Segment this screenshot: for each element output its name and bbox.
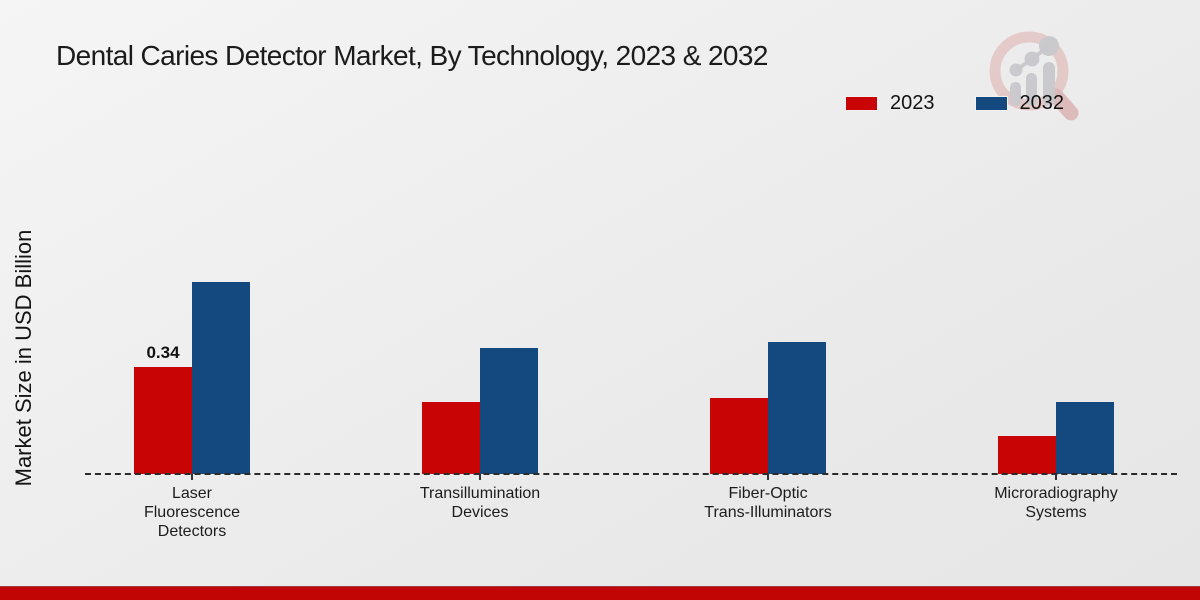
category-label-line: Systems (1025, 504, 1087, 521)
bar-2023-3 (710, 398, 768, 474)
bar-2032-2 (480, 348, 538, 474)
bar-2032-3 (768, 342, 826, 474)
category-label-line: Transillumination (419, 485, 541, 502)
category-label-line: Devices (451, 504, 509, 521)
category-label: Microradiography Systems (941, 484, 1171, 522)
legend-item-2023: 2023 (845, 92, 935, 115)
bottom-accent-strip (0, 586, 1200, 600)
x-axis-baseline (85, 473, 1177, 475)
legend: 2023 2032 (845, 92, 1064, 115)
bar-2032-4 (1056, 402, 1114, 474)
category-label-line: Microradiography (994, 485, 1118, 502)
x-axis-tick (191, 474, 193, 480)
y-axis-label: Market Size in USD Billion (11, 229, 36, 487)
x-axis-tick (479, 474, 481, 480)
category-label-line: Trans-Illuminators (704, 504, 832, 521)
category-label-line: Fiber-Optic (728, 485, 808, 502)
category-label-line: Laser (171, 485, 213, 502)
legend-swatch-2032 (974, 96, 1008, 111)
legend-swatch-2023 (845, 96, 878, 111)
category-label: Transillumination Devices (365, 484, 595, 522)
bar-2032-1 (192, 282, 250, 474)
x-axis-tick (767, 474, 769, 480)
bar-2023-2 (422, 402, 480, 474)
legend-label-2023: 2023 (890, 92, 935, 114)
bar-2023-1 (134, 367, 192, 474)
category-label: Laser Fluorescence Detectors (77, 484, 307, 541)
bar-value-label: 0.34 (146, 343, 180, 362)
chart-title: Dental Caries Detector Market, By Techno… (56, 40, 768, 71)
x-axis-tick (1055, 474, 1057, 480)
legend-item-2032: 2032 (974, 92, 1065, 115)
category-label: Fiber-Optic Trans-Illuminators (653, 484, 883, 522)
bar-2023-4 (998, 436, 1056, 474)
category-label-line: Fluorescence (143, 504, 241, 521)
legend-label-2032: 2032 (1019, 92, 1065, 114)
magnifier-bar-chart-logo-icon (989, 31, 1079, 121)
category-label-line: Detectors (157, 523, 227, 540)
